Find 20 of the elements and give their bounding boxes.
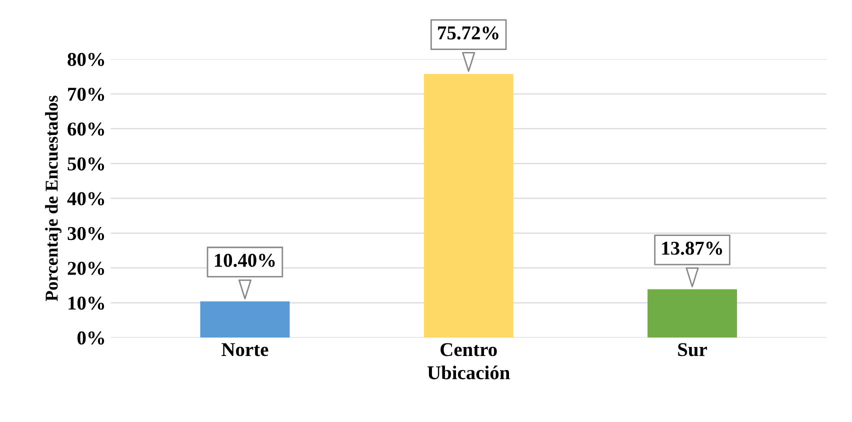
data-label: 75.72% <box>438 26 498 40</box>
y-tick-label: 10% <box>68 296 104 310</box>
x-tick-label: Centro <box>440 343 497 356</box>
x-tick-label: Norte <box>222 343 268 356</box>
bar <box>648 289 737 338</box>
y-axis-title: Porcentaje de Encuestados <box>45 96 62 302</box>
x-tick-label: Sur <box>678 343 707 356</box>
y-tick-label: 60% <box>68 122 104 136</box>
y-tick-label: 30% <box>68 226 104 240</box>
bar <box>424 74 514 338</box>
y-tick-label: 0% <box>77 331 104 345</box>
y-tick-label: 20% <box>68 262 104 275</box>
data-label: 13.87% <box>662 242 722 255</box>
y-tick-label: 80% <box>68 52 104 66</box>
y-tick-label: 70% <box>68 88 104 101</box>
data-label: 10.40% <box>214 254 275 267</box>
y-tick-label: 40% <box>67 192 104 206</box>
y-tick-label: 50% <box>68 157 104 171</box>
bar <box>200 301 290 338</box>
x-axis-title: Ubicación <box>427 366 510 380</box>
